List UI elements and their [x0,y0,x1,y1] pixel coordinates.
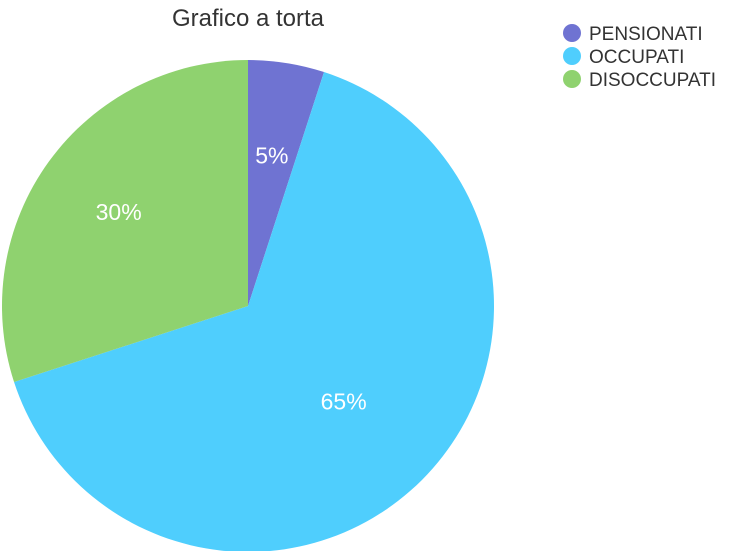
legend-label-pensionati: PENSIONATI [589,24,703,45]
pie-slice-occupati [14,72,494,551]
legend-marker-disoccupati [563,70,581,88]
slice-label-occupati: 65% [321,389,367,415]
legend-label-disoccupati: DISOCCUPATI [589,70,716,91]
pie-slices [1,60,494,551]
pie-slice-labels: 5% 65% 30% [96,142,367,414]
legend-marker-occupati [563,47,581,65]
slice-label-disoccupati: 30% [96,199,142,225]
pie-slice-pensionati [248,60,325,306]
slice-label-pensionati: 5% [255,142,288,168]
legend-label-occupati: OCCUPATI [589,47,684,68]
chart-title: Grafico a torta [172,5,325,32]
pie-slice-disoccupati [1,60,248,383]
legend-marker-pensionati [563,24,581,42]
